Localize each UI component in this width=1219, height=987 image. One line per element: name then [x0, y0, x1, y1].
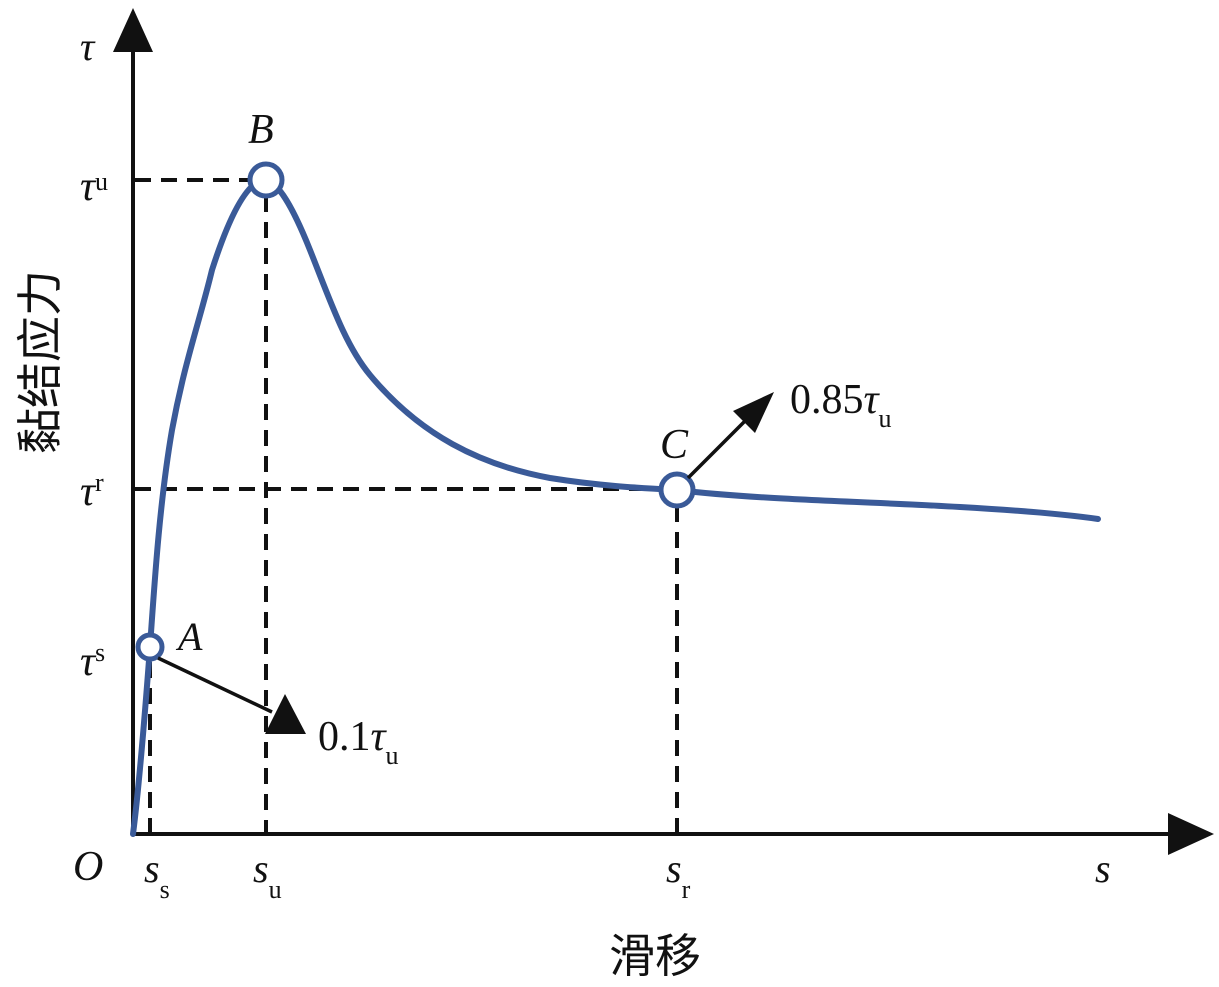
- y-tick-tau-s: τs: [80, 638, 105, 685]
- arrow-c-shaft: [686, 416, 750, 480]
- annotation-0-1-tau-u: 0.1τu: [318, 714, 399, 770]
- x-axis-symbol: s: [1095, 846, 1111, 891]
- y-tick-tau-r: τr: [80, 468, 104, 515]
- origin-label: O: [73, 844, 103, 890]
- point-a-label: A: [175, 614, 203, 659]
- arrow-c-head: [733, 392, 774, 433]
- y-axis-symbol: τ: [80, 24, 96, 69]
- y-tick-tau-u: τu: [80, 164, 108, 210]
- x-tick-s-s: ss: [144, 846, 170, 904]
- annotation-0-85-tau-u: 0.85τu: [790, 377, 892, 433]
- arrow-a-head: [265, 694, 306, 734]
- y-axis-arrowhead: [113, 8, 153, 52]
- y-axis-title: 黏结应力: [13, 270, 67, 454]
- bond-slip-curve: [130, 176, 1101, 837]
- x-tick-s-r: sr: [666, 846, 691, 904]
- point-a-marker: [135, 632, 165, 662]
- point-c-label: C: [660, 422, 689, 468]
- arrow-a-shaft: [157, 656, 273, 714]
- x-axis-arrowhead: [1168, 813, 1214, 855]
- point-c-marker: [658, 471, 696, 509]
- guide-lines: [135, 178, 679, 834]
- x-tick-s-u: su: [253, 846, 282, 904]
- point-b-label: B: [248, 107, 274, 153]
- x-axis-title: 滑移: [609, 929, 701, 983]
- point-b-marker: [247, 161, 285, 199]
